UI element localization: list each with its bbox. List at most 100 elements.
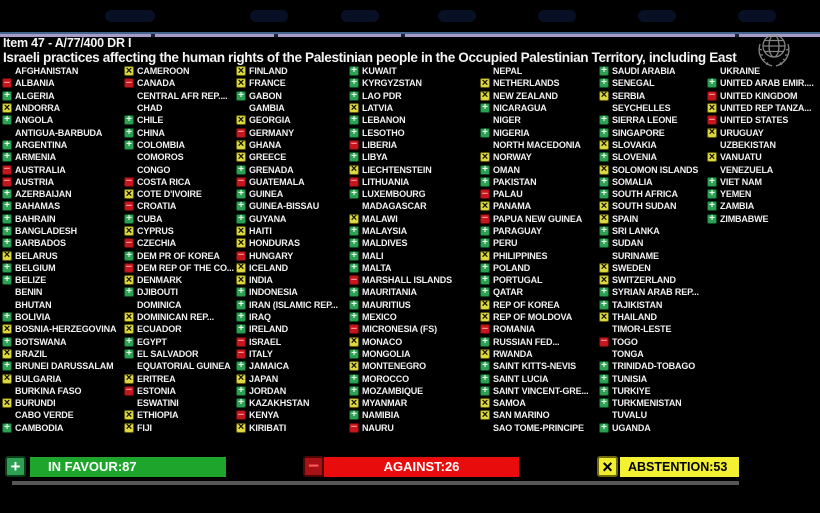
country-row: + EGYPT bbox=[124, 336, 234, 348]
country-name: UNITED KINGDOM bbox=[720, 90, 798, 101]
country-row: − LITHUANIA bbox=[349, 176, 452, 188]
country-name: BANGLADESH bbox=[15, 226, 78, 236]
vote-abstain-icon: × bbox=[599, 138, 609, 151]
vote-abstain-icon: × bbox=[480, 249, 490, 262]
country-row: + SIERRA LEONE bbox=[599, 114, 699, 126]
country-row: + TAJIKISTAN bbox=[599, 299, 699, 311]
country-row: × REP OF MOLDOVA bbox=[480, 311, 589, 323]
vote-favour-icon: + bbox=[2, 152, 12, 163]
country-name: MONACO bbox=[362, 336, 403, 347]
country-name: COSTA RICA bbox=[137, 176, 191, 187]
vote-favour-icon: + bbox=[2, 139, 12, 150]
country-row: + BOTSWANA bbox=[2, 336, 116, 348]
country-name: ECUADOR bbox=[137, 324, 182, 335]
country-name: EL SALVADOR bbox=[137, 348, 199, 359]
vote-abstain-icon: × bbox=[124, 187, 134, 200]
country-row: + SRI LANKA bbox=[599, 225, 699, 237]
country-row: + GRENADA bbox=[236, 163, 338, 175]
vote-empty-slot bbox=[707, 66, 717, 76]
vote-against-icon: − bbox=[236, 126, 246, 139]
country-row: + TRINIDAD-TOBAGO bbox=[599, 360, 699, 372]
vote-empty-slot bbox=[480, 423, 490, 433]
vote-favour-icon: + bbox=[480, 127, 490, 138]
vote-abstain-icon: × bbox=[349, 335, 359, 348]
country-row: + BAHRAIN bbox=[2, 213, 116, 225]
country-row: UKRAINE bbox=[707, 65, 814, 77]
vote-column: + KUWAIT + KYRGYZSTAN + LAO PDR × LATVIA + LEBANO… bbox=[349, 65, 452, 434]
vote-empty-slot bbox=[599, 410, 609, 420]
vote-abstain-icon: × bbox=[2, 372, 12, 385]
country-row: × FRANCE bbox=[236, 77, 338, 89]
country-name: BOSNIA-HERZEGOVINA bbox=[15, 324, 117, 335]
country-name: EQUATORIAL GUINEA bbox=[137, 361, 231, 372]
country-row: × RWANDA bbox=[480, 348, 589, 360]
country-row: × MYANMAR bbox=[349, 397, 452, 409]
country-row: × SOLOMON ISLANDS bbox=[599, 163, 699, 175]
country-name: CENTRAL AFR REP.... bbox=[137, 90, 228, 101]
country-name: MAURITIUS bbox=[362, 299, 411, 310]
country-row: + TUNISIA bbox=[599, 372, 699, 384]
country-name: SRI LANKA bbox=[612, 226, 660, 236]
country-name: SEYCHELLES bbox=[612, 103, 671, 114]
country-row: CONGO bbox=[124, 163, 234, 175]
country-row: + ARGENTINA bbox=[2, 139, 116, 151]
country-name: DEM PR OF KOREA bbox=[137, 250, 220, 261]
country-name: NICARAGUA bbox=[493, 103, 547, 114]
vote-favour-icon: + bbox=[349, 152, 359, 163]
country-name: IRAN (ISLAMIC REP... bbox=[249, 299, 338, 310]
country-name: YEMEN bbox=[720, 189, 752, 200]
country-name: RUSSIAN FED... bbox=[493, 336, 560, 347]
vote-abstain-icon: × bbox=[124, 421, 134, 434]
country-row: × FIJI bbox=[124, 422, 234, 434]
country-row: + SUDAN bbox=[599, 237, 699, 249]
country-name: EGYPT bbox=[137, 336, 167, 347]
vote-favour-icon: + bbox=[2, 275, 12, 286]
vote-favour-icon: + bbox=[124, 213, 134, 224]
country-name: OMAN bbox=[493, 164, 520, 175]
country-row: + MOZAMBIQUE bbox=[349, 385, 452, 397]
country-row: + BELIZE bbox=[2, 274, 116, 286]
country-row: × BURUNDI bbox=[2, 397, 116, 409]
country-name: BARBADOS bbox=[15, 238, 66, 249]
country-row: − DEM REP OF THE CO... bbox=[124, 262, 234, 274]
vote-abstain-icon: × bbox=[599, 261, 609, 274]
country-name: KIRIBATI bbox=[249, 422, 287, 433]
country-name: TIMOR-LESTE bbox=[612, 324, 672, 335]
vote-favour-icon: + bbox=[2, 422, 12, 433]
country-row: + LEBANON bbox=[349, 114, 452, 126]
vote-against-icon: − bbox=[480, 322, 490, 335]
country-row: × NEW ZEALAND bbox=[480, 90, 589, 102]
country-name: UNITED ARAB EMIR.... bbox=[720, 78, 814, 89]
country-name: KUWAIT bbox=[362, 66, 397, 77]
country-name: REP OF MOLDOVA bbox=[493, 312, 573, 323]
vote-abstain-icon: × bbox=[349, 212, 359, 225]
country-name: TUNISIA bbox=[612, 373, 647, 384]
country-name: ALGERIA bbox=[15, 90, 55, 101]
country-row: × SOUTH SUDAN bbox=[599, 200, 699, 212]
country-row: − MICRONESIA (FS) bbox=[349, 323, 452, 335]
country-name: BULGARIA bbox=[15, 373, 62, 384]
country-name: MADAGASCAR bbox=[362, 201, 427, 212]
country-row: × SWITZERLAND bbox=[599, 274, 699, 286]
vote-abstain-icon: × bbox=[599, 199, 609, 212]
vote-favour-icon: + bbox=[2, 201, 12, 212]
country-row: CENTRAL AFR REP.... bbox=[124, 90, 234, 102]
country-name: PHILIPPINES bbox=[493, 250, 548, 261]
vote-favour-icon: + bbox=[349, 238, 359, 249]
vote-favour-icon: + bbox=[236, 385, 246, 396]
country-name: LITHUANIA bbox=[362, 176, 410, 187]
vote-favour-icon: + bbox=[349, 348, 359, 359]
vote-favour-icon: + bbox=[124, 348, 134, 359]
country-name: JORDAN bbox=[249, 385, 287, 396]
vote-favour-icon: + bbox=[599, 189, 609, 200]
country-name: CABO VERDE bbox=[15, 410, 74, 421]
vote-favour-icon: + bbox=[480, 226, 490, 236]
country-name: BAHRAIN bbox=[15, 213, 56, 224]
vote-empty-slot bbox=[2, 300, 12, 310]
country-name: SAUDI ARABIA bbox=[612, 66, 676, 77]
vote-favour-icon: + bbox=[707, 189, 717, 200]
country-row: − CANADA bbox=[124, 77, 234, 89]
country-name: GAMBIA bbox=[249, 103, 285, 114]
country-name: TAJIKISTAN bbox=[612, 299, 663, 310]
vote-empty-slot bbox=[599, 324, 609, 334]
